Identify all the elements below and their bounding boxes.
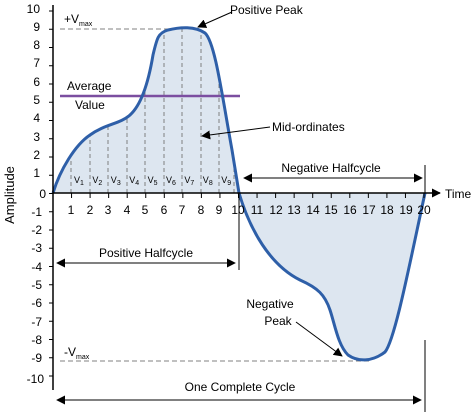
mid-ordinate-label: V8 (203, 175, 213, 187)
average-label-line2: Value (75, 98, 105, 112)
x-tick-label: 4 (124, 203, 131, 217)
mid-ordinates-label: Mid-ordinates (272, 120, 345, 134)
x-tick-label: 5 (142, 203, 149, 217)
positive-halfcycle-label: Positive Halfcycle (99, 246, 193, 260)
positive-halfcycle-area (53, 27, 239, 193)
y-tick-label: 2 (33, 148, 40, 162)
y-tick-label: 4 (33, 111, 40, 125)
mid-ordinate-label: V4 (129, 175, 139, 187)
x-tick-label: 20 (417, 203, 431, 217)
y-tick-label: -6 (31, 296, 42, 310)
x-tick-marks (71, 193, 425, 198)
y-tick-label: 6 (33, 75, 40, 89)
vmax-negative-label: -Vmax (64, 345, 90, 361)
x-tick-label: 13 (287, 203, 301, 217)
negative-halfcycle-label: Negative Halfcycle (281, 161, 381, 175)
y-tick-label: -1 (31, 205, 42, 219)
y-tick-label: -2 (31, 223, 42, 237)
x-tick-label: 9 (216, 203, 223, 217)
mid-ordinate-label: V9 (221, 175, 231, 187)
average-label-line1: Average (67, 79, 112, 93)
x-tick-label: 14 (306, 203, 320, 217)
mid-ordinate-label: V2 (92, 175, 102, 187)
x-tick-label: 17 (362, 203, 376, 217)
y-tick-label: -9 (31, 351, 42, 365)
x-tick-label: 3 (105, 203, 112, 217)
y-tick-labels: 10 9 8 7 6 5 4 3 2 1 0 -1 -2 -3 -4 -5 -6… (27, 2, 47, 386)
negative-halfcycle-area (239, 193, 425, 360)
mid-ordinate-labels: V1 V2 V3 V4 V5 V6 V7 V8 V9 (74, 175, 231, 187)
x-tick-label: 11 (251, 203, 264, 217)
y-tick-label: 10 (27, 2, 41, 16)
y-tick-label: -10 (27, 372, 45, 386)
negative-peak-label-line2: Peak (264, 314, 292, 328)
mid-ordinate-label: V3 (111, 175, 121, 187)
x-tick-label: 6 (161, 203, 168, 217)
mid-ordinate-label: V6 (166, 175, 176, 187)
y-tick-label: 7 (33, 56, 40, 70)
negative-peak-arrow (295, 321, 343, 357)
x-tick-label: 18 (380, 203, 394, 217)
mid-ordinate-label: V5 (148, 175, 158, 187)
x-axis-title: Time (445, 187, 472, 201)
x-tick-label: 10 (231, 203, 245, 217)
x-tick-label: 2 (87, 203, 94, 217)
y-tick-label: 8 (33, 38, 40, 52)
x-tick-labels: 1 2 3 4 5 6 7 8 9 10 11 12 13 14 15 16 1… (68, 203, 431, 217)
y-tick-label: -8 (31, 333, 42, 347)
y-tick-label: -4 (31, 260, 42, 274)
x-tick-label: 7 (179, 203, 186, 217)
mid-ordinate-label: V1 (74, 175, 84, 187)
y-tick-label: 9 (33, 20, 40, 34)
y-tick-label: 0 (39, 187, 46, 201)
mid-ordinate-label: V7 (184, 175, 194, 187)
mid-ordinates-arrow (201, 126, 271, 140)
x-tick-label: 19 (399, 203, 413, 217)
y-tick-label: -7 (31, 315, 42, 329)
y-tick-label: 1 (33, 166, 40, 180)
y-tick-label: 5 (33, 93, 40, 107)
y-tick-label: -3 (31, 241, 42, 255)
positive-peak-arrow (197, 11, 233, 28)
y-tick-label: 3 (33, 130, 40, 144)
waveform-curve (51, 26, 427, 362)
x-tick-label: 16 (343, 203, 357, 217)
negative-peak-label-line1: Negative (246, 297, 294, 311)
x-tick-label: 15 (324, 203, 338, 217)
x-tick-label: 1 (68, 203, 75, 217)
one-complete-cycle-label: One Complete Cycle (185, 380, 296, 394)
vmax-positive-label: +Vmax (64, 12, 93, 28)
x-tick-label: 12 (269, 203, 283, 217)
y-axis-title: Amplitude (2, 166, 17, 224)
positive-peak-label: Positive Peak (230, 3, 304, 17)
y-tick-label: -5 (31, 278, 42, 292)
x-tick-label: 8 (198, 203, 205, 217)
y-tick-marks (49, 10, 53, 377)
